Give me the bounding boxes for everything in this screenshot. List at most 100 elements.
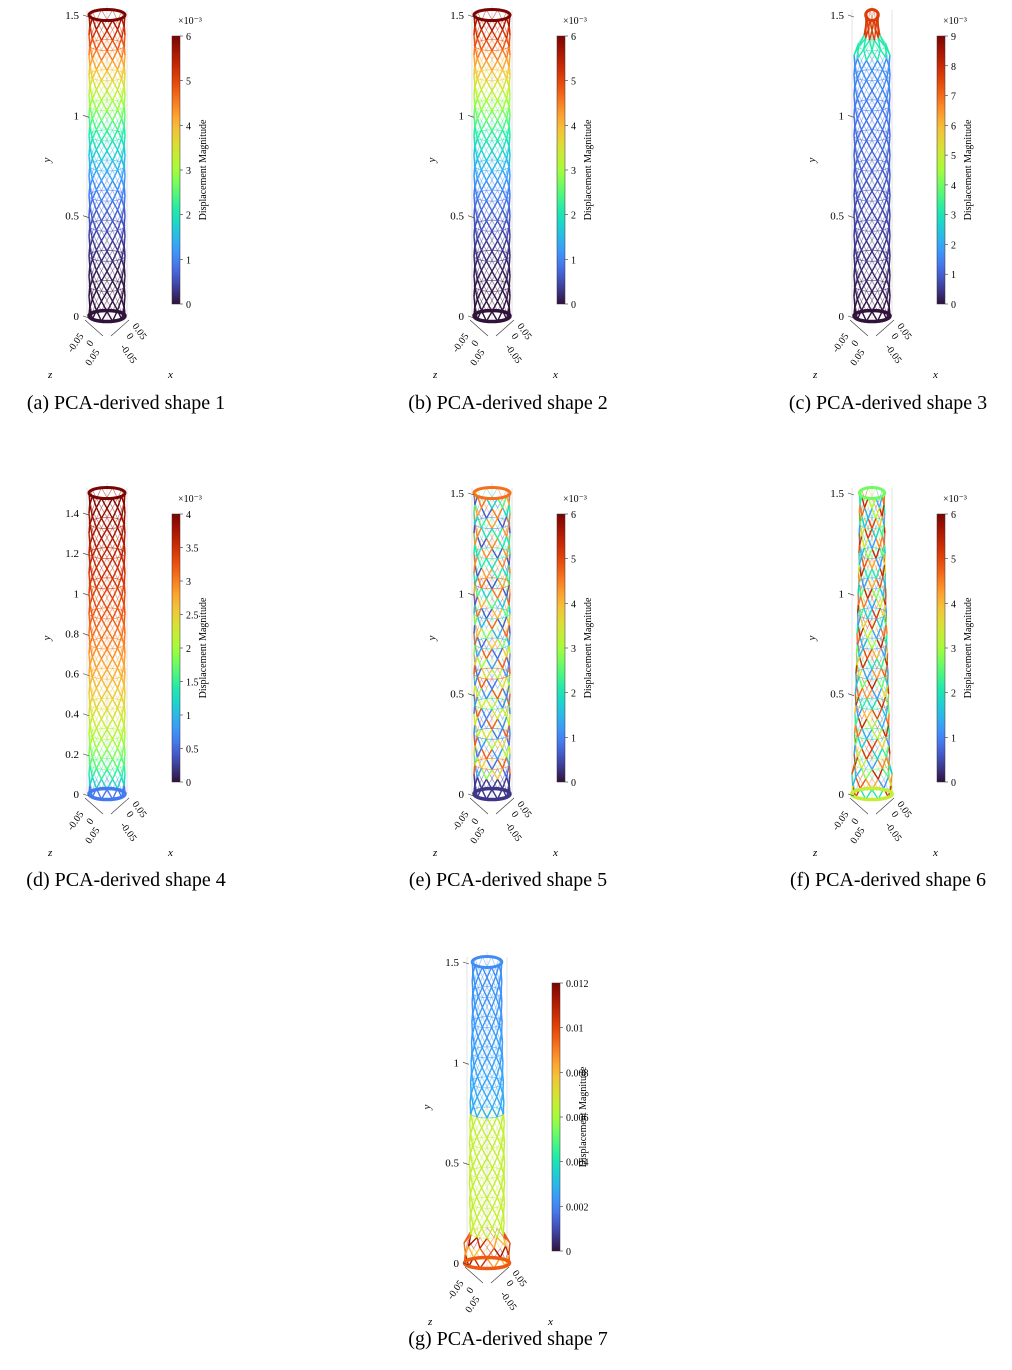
colorbar-gradient [557,36,565,304]
colorbar-label: Displacement Magnitude [963,119,974,220]
x-axis-label: x [932,369,938,381]
y-tick-label: 0 [74,311,80,323]
colorbar-exponent: ×10⁻³ [178,16,202,27]
y-axis: 00.511.5 [450,10,474,323]
x-tick-label: -0.05 [883,342,904,365]
panel-caption: (e) PCA-derived shape 5 [378,869,638,892]
y-tick-label: 1 [839,588,845,600]
x-tick-label: -0.05 [118,342,139,365]
z-tick-label: 0.05 [468,347,487,368]
y-axis: 00.511.5 [65,10,89,323]
colorbar-label: Displacement Magnitude [583,597,594,698]
x-axis-label: x [552,369,558,381]
colorbar-exponent: ×10⁻³ [943,494,967,505]
colorbar-tick-label: 1 [951,270,956,281]
y-tick-label: 1.2 [65,548,79,560]
colorbar-tick-label: 3 [571,644,576,655]
y-axis: 0 0.5 1 1.5 [450,488,474,801]
y-tick-label: 0 [459,789,465,801]
colorbar-tick-label: 1 [186,711,191,722]
y-tick-label: 0.5 [450,211,464,223]
colorbar-tick-label: 2 [951,689,956,700]
y-tick-label: 0 [839,789,845,801]
z-axis-label: z [432,847,438,859]
z-axis-label: z [47,369,53,381]
x-axis-label: x [167,847,173,859]
y-tick-label: 1 [459,588,465,600]
colorbar-tick-label: 5 [571,77,576,88]
colorbar-tick-label: 1 [951,733,956,744]
z-tick-label: 0 [85,338,97,348]
y-tick-label: 0.5 [65,211,79,223]
z-axis-label: z [432,369,438,381]
y-tick-label: 0.8 [65,628,79,640]
colorbar-tick-label: 6 [951,510,956,521]
z-tick-label: 0 [465,1285,477,1295]
colorbar-gradient [172,36,180,304]
colorbar-tick-label: 1 [571,733,576,744]
z-tick-label: -0.05 [450,331,471,354]
y-tick-label: 1 [74,588,80,600]
panel-caption: (c) PCA-derived shape 3 [758,392,1012,415]
colorbar-tick-label: 0 [566,1247,571,1258]
panel-caption: (g) PCA-derived shape 7 [378,1328,638,1351]
colorbar-tick-label: 0 [186,778,191,789]
colorbar-tick-label: 4 [571,599,576,610]
y-tick-label: 0.5 [445,1158,459,1170]
y-tick-label: 0.5 [830,211,844,223]
z-tick-label: -0.05 [65,809,86,832]
y-tick-label: 1.5 [445,957,459,969]
colorbar-tick-label: 2 [186,644,191,655]
colorbar-tick-label: 0 [951,300,956,311]
colorbar-tick-label: 3 [951,211,956,222]
x-tick-label: 0 [124,331,136,341]
colorbar-tick-label: 3 [186,577,191,588]
z-axis-label: z [427,1316,433,1328]
y-axis-label: y [41,157,53,163]
y-axis-label: y [426,635,438,641]
colorbar-tick-label: 0 [571,300,576,311]
y-tick-label: 0.6 [65,669,79,681]
colorbar-exponent: ×10⁻³ [563,16,587,27]
y-tick-label: 1 [839,110,845,122]
z-tick-label: 0.05 [83,825,102,846]
z-axis-label: z [812,847,818,859]
y-tick-label: 0.4 [65,709,79,721]
colorbar-label: Displacement Magnitude [578,1066,589,1167]
x-axis-label: x [932,847,938,859]
z-tick-label: 0.05 [463,1294,482,1315]
colorbar-tick-label: 3.5 [186,544,199,555]
x-tick-label: 0 [889,331,901,341]
z-axis-label: z [47,847,53,859]
y-tick-label: 1 [459,110,465,122]
colorbar-gradient [937,514,945,782]
x-tick-label: 0 [889,809,901,819]
y-axis-label: y [426,157,438,163]
x-tick-label: 0 [124,809,136,819]
colorbar-tick-label: 5 [571,555,576,566]
x-axis-label: x [547,1316,553,1328]
y-tick-label: 1 [74,110,80,122]
z-tick-label: 0 [470,338,482,348]
z-axis-label: z [812,369,818,381]
colorbar-tick-label: 4 [571,121,576,132]
colorbar-gradient [557,514,565,782]
panel-caption: (d) PCA-derived shape 4 [0,869,256,892]
colorbar-tick-label: 6 [186,32,191,43]
x-axis-label: x [167,369,173,381]
z-tick-label: -0.05 [445,1278,466,1301]
colorbar-tick-label: 6 [571,32,576,43]
colorbar-exponent: ×10⁻³ [943,16,967,27]
y-tick-label: 0.5 [450,689,464,701]
y-tick-label: 1.5 [450,488,464,500]
colorbar-tick-label: 1.5 [186,678,199,689]
z-tick-label: -0.05 [65,331,86,354]
colorbar-gradient [552,983,560,1251]
